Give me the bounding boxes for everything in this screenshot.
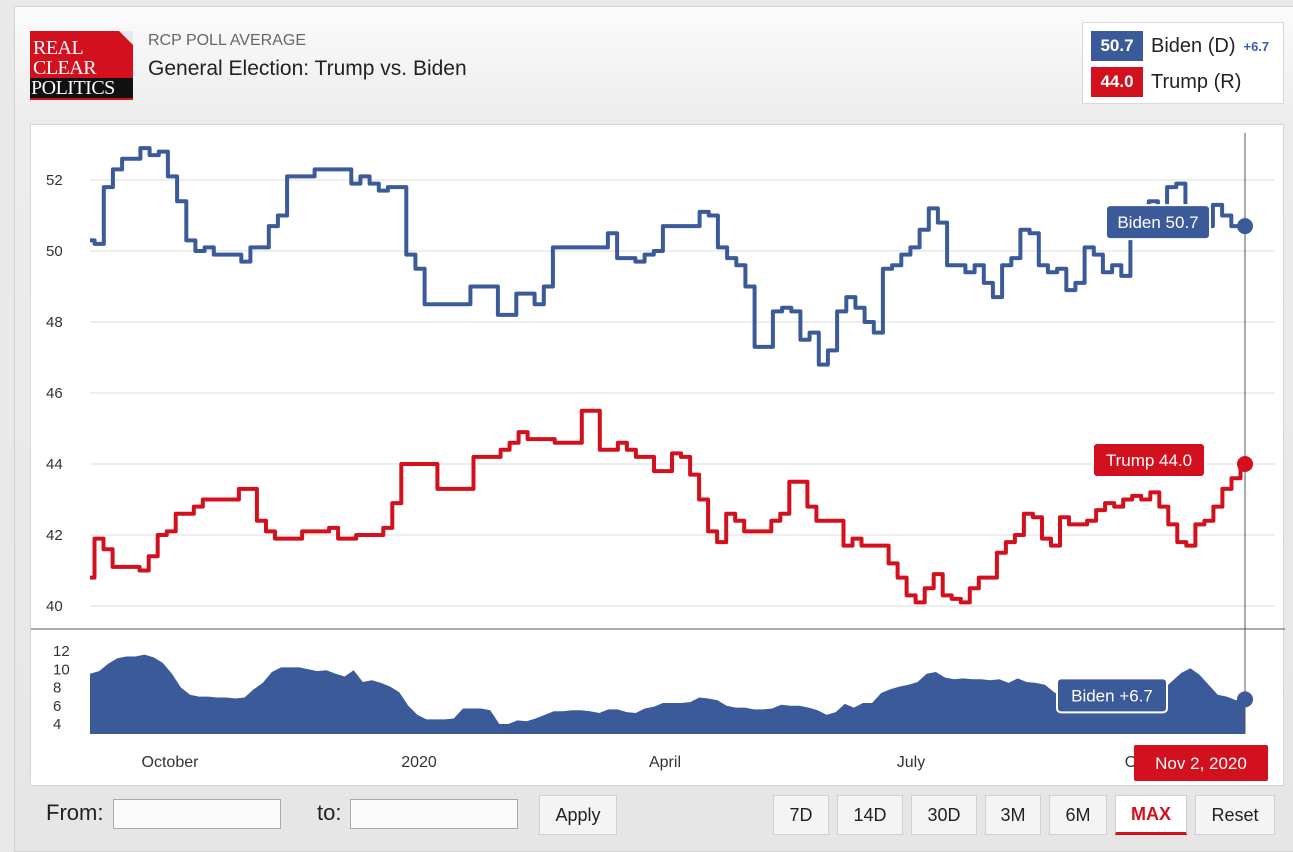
spread-y-tick-label: 6 (53, 698, 61, 715)
y-tick-label: 52 (46, 172, 63, 189)
spread-y-tick-label: 12 (53, 643, 70, 660)
range-7d-button[interactable]: 7D (773, 795, 829, 835)
spread-endpoint (1237, 691, 1253, 708)
hover-date-label: Nov 2, 2020 (1155, 754, 1247, 773)
trump-end-label-bg (1092, 442, 1206, 478)
biden-end-label: Biden 50.7 (1117, 213, 1198, 232)
spread-area (90, 654, 1245, 734)
from-label: From: (46, 800, 104, 825)
biden-line (90, 146, 1245, 367)
chart-title: General Election: Trump vs. Biden (148, 57, 467, 80)
y-tick-label: 48 (46, 314, 63, 331)
spread-end-label-bg (1056, 677, 1168, 714)
trump-line (90, 408, 1245, 605)
logo-line-3: POLITICS (30, 78, 133, 98)
legend: 50.7 Biden (D) +6.7 44.0 Trump (R) (1082, 22, 1284, 104)
range-30d-button[interactable]: 30D (911, 795, 977, 835)
y-tick-label: 50 (46, 243, 63, 260)
trump-endpoint (1237, 456, 1253, 472)
legend-row-biden: 50.7 Biden (D) +6.7 (1091, 31, 1269, 61)
range-14d-button[interactable]: 14D (837, 795, 903, 835)
biden-endpoint (1237, 218, 1253, 235)
y-tick-label: 44 (46, 456, 63, 473)
spread-y-tick-label: 8 (53, 680, 61, 697)
legend-biden-spread: +6.7 (1243, 38, 1270, 54)
hover-date-badge-bg (1134, 745, 1268, 781)
legend-trump-name: Trump (R) (1151, 70, 1242, 93)
range-6m-button[interactable]: 6M (1049, 795, 1107, 835)
legend-trump-value: 44.0 (1091, 67, 1143, 97)
spread-y-tick-label: 10 (53, 661, 70, 678)
x-tick-label: October (142, 754, 200, 771)
range-max-button[interactable]: MAX (1115, 795, 1187, 835)
to-label: to: (317, 800, 342, 825)
reset-button[interactable]: Reset (1195, 795, 1275, 835)
x-tick-label: 2020 (401, 754, 437, 771)
to-date-input[interactable] (350, 799, 518, 829)
legend-biden-name: Biden (D) (1151, 34, 1236, 57)
chart-kicker: RCP POLL AVERAGE (148, 32, 306, 49)
biden-end-label-bg (1105, 204, 1211, 241)
trump-end-label: Trump 44.0 (1106, 451, 1192, 470)
rcp-logo[interactable]: REAL CLEAR POLITICS (30, 31, 133, 100)
logo-line-1: REAL (33, 37, 84, 59)
x-tick-label: April (649, 754, 681, 771)
y-tick-label: 40 (46, 598, 63, 615)
from-date-input[interactable] (113, 799, 281, 829)
y-tick-label: 42 (46, 527, 63, 544)
y-tick-label: 46 (46, 385, 63, 402)
logo-line-2: CLEAR (33, 57, 97, 79)
spread-end-label: Biden +6.7 (1071, 686, 1153, 705)
legend-biden-value: 50.7 (1091, 31, 1143, 61)
plot-area[interactable]: 52 50 48 46 44 42 40 12 10 8 6 4 Biden 50.7 Trump 44.… (30, 124, 1285, 786)
x-tick-label: July (897, 754, 925, 771)
apply-button[interactable]: Apply (539, 795, 617, 835)
spread-y-tick-label: 4 (53, 716, 61, 733)
legend-row-trump: 44.0 Trump (R) (1091, 67, 1241, 97)
range-3m-button[interactable]: 3M (985, 795, 1041, 835)
